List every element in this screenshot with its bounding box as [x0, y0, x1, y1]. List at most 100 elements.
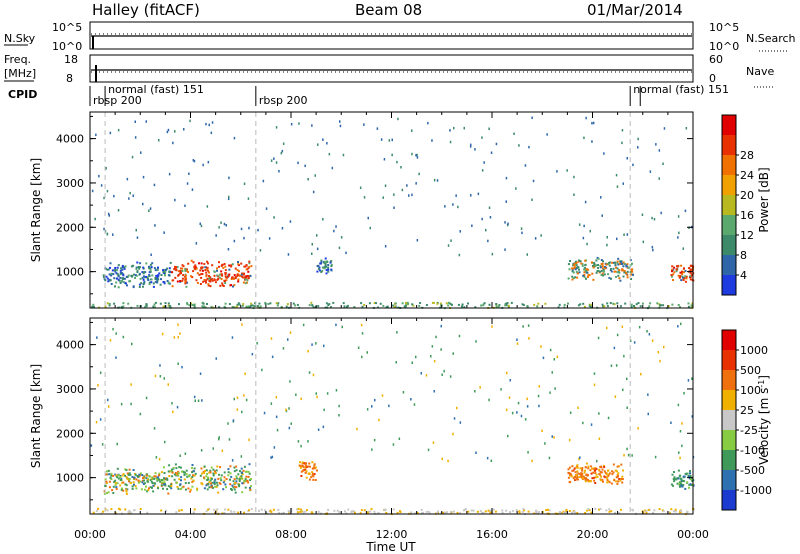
- echo-pixel: [607, 416, 610, 420]
- echo-pixel: [227, 471, 230, 474]
- echo-pixel: [285, 408, 287, 411]
- echo-pixel: [132, 264, 135, 267]
- echo-pixel: [618, 478, 621, 480]
- echo-pixel: [621, 478, 624, 481]
- echo-pixel: [140, 282, 143, 285]
- echo-pixel: [577, 260, 580, 263]
- echo-pixel: [214, 512, 217, 514]
- echo-pixel: [124, 508, 127, 511]
- echo-pixel: [172, 466, 175, 469]
- echo-pixel: [168, 267, 171, 270]
- echo-pixel: [184, 282, 187, 285]
- echo-pixel: [548, 456, 551, 460]
- echo-pixel: [175, 268, 178, 271]
- echo-pixel: [157, 487, 159, 490]
- echo-pixel: [602, 260, 604, 263]
- echo-pixel: [677, 236, 679, 239]
- echo-pixel: [240, 455, 243, 458]
- echo-pixel: [249, 304, 252, 307]
- echo-pixel: [515, 187, 517, 190]
- echo-pixel: [165, 509, 168, 512]
- echo-pixel: [131, 274, 134, 277]
- echo-pixel: [248, 463, 251, 466]
- echo-pixel: [616, 271, 619, 274]
- echo-pixel: [113, 277, 116, 280]
- echo-pixel: [196, 272, 199, 275]
- echo-pixel: [179, 332, 181, 335]
- echo-pixel: [488, 303, 491, 306]
- echo-pixel: [116, 273, 119, 276]
- echo-pixel: [684, 472, 687, 475]
- echo-pixel: [153, 267, 156, 270]
- echo-pixel: [619, 479, 622, 482]
- echo-pixel: [603, 475, 606, 478]
- echo-pixel: [450, 239, 452, 242]
- echo-pixel: [600, 273, 603, 276]
- echo-pixel: [690, 264, 693, 267]
- echo-pixel: [287, 510, 290, 513]
- echo-pixel: [114, 285, 116, 288]
- echo-pixel: [100, 184, 103, 187]
- echo-pixel: [233, 274, 236, 277]
- echo-pixel: [244, 282, 247, 285]
- echo-pixel: [167, 274, 170, 277]
- echo-pixel: [608, 508, 611, 511]
- echo-pixel: [567, 263, 570, 266]
- echo-pixel: [174, 463, 177, 466]
- echo-pixel: [204, 469, 207, 472]
- echo-pixel: [228, 273, 231, 276]
- echo-pixel: [676, 265, 679, 268]
- echo-pixel: [193, 304, 196, 307]
- echo-pixel: [578, 268, 580, 271]
- echo-pixel: [681, 444, 683, 448]
- echo-pixel: [593, 476, 596, 479]
- echo-pixel: [345, 512, 348, 515]
- echo-pixel: [682, 475, 685, 478]
- echo-pixel: [612, 471, 615, 474]
- echo-pixel: [647, 509, 650, 511]
- echo-pixel: [186, 268, 188, 271]
- echo-pixel: [548, 509, 551, 512]
- echo-pixel: [203, 305, 205, 308]
- echo-pixel: [115, 474, 118, 477]
- echo-pixel: [332, 301, 335, 304]
- echo-pixel: [212, 468, 215, 471]
- echo-pixel: [330, 260, 333, 263]
- echo-pixel: [247, 306, 250, 309]
- colorbar-segment: [722, 330, 736, 350]
- echo-pixel: [492, 508, 495, 511]
- echo-pixel: [200, 267, 203, 270]
- echo-pixel: [623, 270, 626, 273]
- echo-pixel: [585, 462, 588, 465]
- echo-pixel: [198, 273, 201, 276]
- echo-pixel: [271, 355, 274, 359]
- echo-pixel: [566, 169, 568, 172]
- echo-pixel: [206, 205, 209, 208]
- echo-pixel: [592, 266, 595, 269]
- echo-pixel: [238, 477, 241, 480]
- echo-pixel: [312, 478, 315, 481]
- echo-pixel: [584, 200, 587, 204]
- echo-pixel: [142, 278, 145, 281]
- echo-pixel: [601, 214, 603, 217]
- echo-pixel: [559, 511, 561, 513]
- echo-pixel: [630, 303, 633, 306]
- echo-pixel: [593, 479, 596, 482]
- echo-pixel: [326, 142, 328, 145]
- echo-pixel: [504, 248, 506, 251]
- echo-pixel: [587, 268, 590, 271]
- echo-pixel: [299, 466, 302, 469]
- echo-pixel: [391, 138, 393, 142]
- echo-pixel: [618, 269, 621, 272]
- echo-pixel: [653, 509, 656, 512]
- echo-pixel: [594, 265, 597, 268]
- echo-pixel: [311, 474, 314, 477]
- echo-pixel: [523, 509, 526, 512]
- echo-pixel: [227, 197, 230, 201]
- echo-pixel: [670, 483, 673, 486]
- echo-pixel: [122, 305, 125, 308]
- echo-pixel: [206, 277, 209, 280]
- echo-pixel: [604, 472, 607, 475]
- echo-pixel: [221, 449, 224, 452]
- echo-pixel: [150, 266, 153, 269]
